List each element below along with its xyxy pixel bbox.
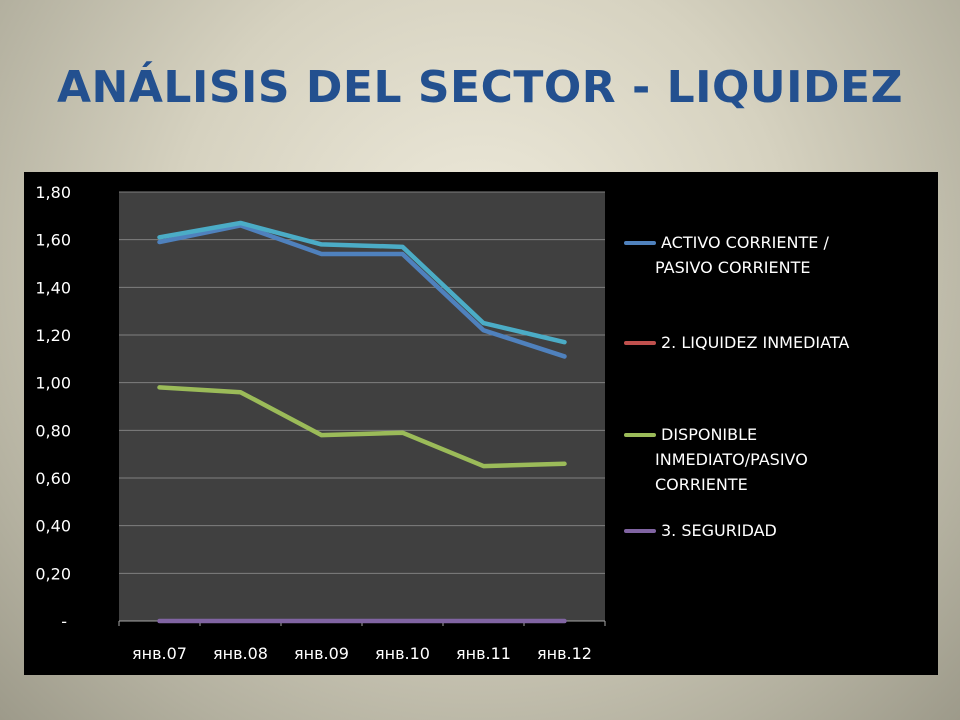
y-tick-label: 0,40 <box>35 517 71 536</box>
data-point <box>482 321 485 325</box>
y-tick-label: 1,00 <box>35 374 71 393</box>
data-point <box>563 354 566 358</box>
y-tick-label: 0,20 <box>35 564 71 583</box>
data-point <box>239 221 242 225</box>
y-tick-label: 0,80 <box>35 421 71 440</box>
chart-panel: - 0,20 0,40 0,60 0,80 1,00 1,20 1,40 1,60 1,80 янв… <box>24 172 938 675</box>
series-1 <box>157 223 567 359</box>
data-point <box>320 433 323 437</box>
data-point <box>320 252 323 256</box>
data-point <box>482 328 485 332</box>
data-point <box>239 619 242 623</box>
y-tick-label: 0,60 <box>35 469 71 488</box>
series-line <box>157 220 567 345</box>
legend-label: INMEDIATO/PASIVO <box>655 450 808 469</box>
series-4 <box>157 618 567 624</box>
legend-label: 2. LIQUIDEZ INMEDIATA <box>661 333 849 352</box>
series-line <box>157 223 567 359</box>
y-tick-label: 1,20 <box>35 326 71 345</box>
data-point <box>401 252 404 256</box>
series-3 <box>157 385 567 469</box>
x-tick-label: янв.11 <box>456 644 511 663</box>
legend-label: DISPONIBLE <box>661 425 757 444</box>
data-point <box>158 385 161 389</box>
data-point <box>320 619 323 623</box>
legend-label: 3. SEGURIDAD <box>661 521 777 540</box>
legend-item-3: DISPONIBLE INMEDIATO/PASIVO CORRIENTE <box>624 425 808 494</box>
data-point <box>239 390 242 394</box>
data-point <box>158 240 161 244</box>
y-tick-label: 1,40 <box>35 278 71 297</box>
legend-item-1: ACTIVO CORRIENTE / PASIVO CORRIENTE <box>624 233 829 277</box>
data-point <box>158 235 161 239</box>
data-point <box>401 431 404 435</box>
line-chart: - 0,20 0,40 0,60 0,80 1,00 1,20 1,40 1,60 1,80 янв… <box>35 183 849 663</box>
y-tick-label: 1,60 <box>35 231 71 250</box>
data-point <box>563 340 566 344</box>
legend-item-4: 3. SEGURIDAD <box>624 521 777 540</box>
data-point <box>401 619 404 623</box>
x-tick-label: янв.09 <box>294 644 349 663</box>
legend-label: CORRIENTE <box>655 475 748 494</box>
data-point <box>158 619 161 623</box>
series-2 <box>157 220 567 345</box>
legend-item-2: 2. LIQUIDEZ INMEDIATA <box>624 333 849 352</box>
data-point <box>482 619 485 623</box>
legend-label: ACTIVO CORRIENTE / <box>661 233 829 252</box>
data-point <box>482 464 485 468</box>
y-tick-label: 1,80 <box>35 183 71 202</box>
legend-label: PASIVO CORRIENTE <box>655 258 810 277</box>
data-point <box>320 242 323 246</box>
data-point <box>563 462 566 466</box>
x-tick-label: янв.07 <box>132 644 187 663</box>
series-line <box>157 385 567 469</box>
slide-title: ANÁLISIS DEL SECTOR - LIQUIDEZ <box>57 62 903 113</box>
data-point <box>401 245 404 249</box>
x-tick-label: янв.10 <box>375 644 430 663</box>
x-tick-label: янв.08 <box>213 644 268 663</box>
y-tick-label: - <box>61 612 67 631</box>
data-point <box>563 619 566 623</box>
x-tick-label: янв.12 <box>537 644 592 663</box>
plot-area <box>119 192 605 621</box>
